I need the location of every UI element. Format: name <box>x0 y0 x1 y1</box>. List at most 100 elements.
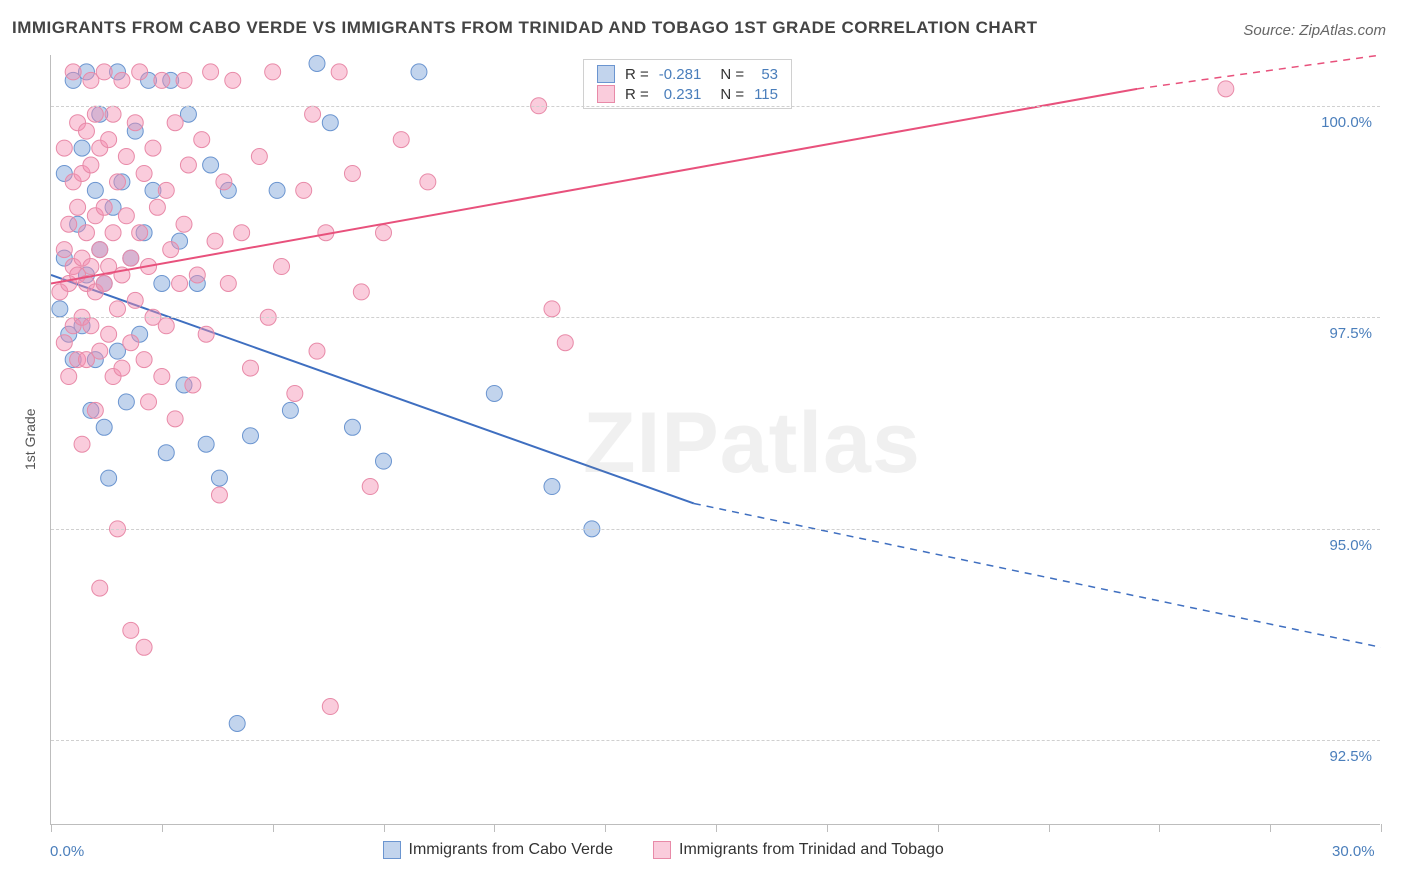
scatter-point-trinidad-tobago <box>176 216 192 232</box>
scatter-point-trinidad-tobago <box>296 182 312 198</box>
scatter-point-trinidad-tobago <box>149 199 165 215</box>
scatter-point-trinidad-tobago <box>287 385 303 401</box>
chart-container: { "title": "IMMIGRANTS FROM CABO VERDE V… <box>0 0 1406 892</box>
scatter-point-trinidad-tobago <box>274 259 290 275</box>
scatter-point-trinidad-tobago <box>158 182 174 198</box>
scatter-point-trinidad-tobago <box>251 149 267 165</box>
scatter-point-trinidad-tobago <box>158 318 174 334</box>
x-tick <box>1270 824 1271 832</box>
scatter-point-cabo-verde <box>211 470 227 486</box>
scatter-point-trinidad-tobago <box>78 225 94 241</box>
legend-series-label: Immigrants from Cabo Verde <box>409 841 614 859</box>
scatter-point-cabo-verde <box>118 394 134 410</box>
scatter-point-trinidad-tobago <box>101 326 117 342</box>
scatter-point-trinidad-tobago <box>305 106 321 122</box>
scatter-point-trinidad-tobago <box>110 301 126 317</box>
scatter-point-trinidad-tobago <box>234 225 250 241</box>
scatter-point-trinidad-tobago <box>96 64 112 80</box>
scatter-point-trinidad-tobago <box>65 64 81 80</box>
legend-r-label: R = <box>620 64 654 84</box>
x-tick <box>1159 824 1160 832</box>
scatter-point-cabo-verde <box>101 470 117 486</box>
scatter-point-trinidad-tobago <box>136 639 152 655</box>
x-tick <box>605 824 606 832</box>
scatter-point-cabo-verde <box>203 157 219 173</box>
gridline-horizontal <box>51 529 1380 530</box>
scatter-point-trinidad-tobago <box>105 225 121 241</box>
scatter-point-trinidad-tobago <box>136 352 152 368</box>
scatter-point-trinidad-tobago <box>101 132 117 148</box>
legend-n-value: 115 <box>749 84 783 104</box>
scatter-point-cabo-verde <box>411 64 427 80</box>
scatter-point-trinidad-tobago <box>203 64 219 80</box>
legend-n-label: N = <box>706 64 749 84</box>
scatter-point-trinidad-tobago <box>56 335 72 351</box>
x-tick <box>162 824 163 832</box>
scatter-point-trinidad-tobago <box>56 140 72 156</box>
scatter-point-cabo-verde <box>376 453 392 469</box>
scatter-point-trinidad-tobago <box>1218 81 1234 97</box>
scatter-point-trinidad-tobago <box>194 132 210 148</box>
scatter-point-cabo-verde <box>344 419 360 435</box>
scatter-point-trinidad-tobago <box>225 72 241 88</box>
legend-r-value: 0.231 <box>654 84 707 104</box>
scatter-point-trinidad-tobago <box>114 72 130 88</box>
x-tick <box>51 824 52 832</box>
scatter-point-trinidad-tobago <box>185 377 201 393</box>
legend-swatch-cabo-verde <box>383 841 401 859</box>
scatter-point-trinidad-tobago <box>145 140 161 156</box>
y-tick-label: 95.0% <box>1329 537 1372 554</box>
scatter-point-trinidad-tobago <box>114 360 130 376</box>
legend-stats-box: R =-0.281N =53R =0.231N =115 <box>583 59 792 109</box>
source-credit: Source: ZipAtlas.com <box>1243 22 1386 39</box>
scatter-point-trinidad-tobago <box>96 275 112 291</box>
x-tick <box>827 824 828 832</box>
legend-bottom-item-cabo-verde: Immigrants from Cabo Verde <box>383 841 614 859</box>
scatter-point-trinidad-tobago <box>331 64 347 80</box>
scatter-point-trinidad-tobago <box>127 115 143 131</box>
trend-line-cabo-verde <box>51 275 694 503</box>
scatter-point-trinidad-tobago <box>544 301 560 317</box>
x-tick <box>273 824 274 832</box>
x-tick <box>384 824 385 832</box>
scatter-point-trinidad-tobago <box>211 487 227 503</box>
scatter-point-cabo-verde <box>96 419 112 435</box>
scatter-point-trinidad-tobago <box>96 199 112 215</box>
legend-n-label: N = <box>706 84 749 104</box>
legend-r-value: -0.281 <box>654 64 707 84</box>
x-tick <box>716 824 717 832</box>
scatter-point-trinidad-tobago <box>141 394 157 410</box>
scatter-point-trinidad-tobago <box>420 174 436 190</box>
scatter-point-trinidad-tobago <box>344 165 360 181</box>
scatter-point-trinidad-tobago <box>56 242 72 258</box>
scatter-point-cabo-verde <box>74 140 90 156</box>
scatter-point-trinidad-tobago <box>87 106 103 122</box>
scatter-point-trinidad-tobago <box>123 335 139 351</box>
scatter-point-trinidad-tobago <box>83 259 99 275</box>
scatter-point-trinidad-tobago <box>557 335 573 351</box>
x-end-label: 0.0% <box>50 843 84 860</box>
scatter-point-trinidad-tobago <box>118 208 134 224</box>
source-link[interactable]: ZipAtlas.com <box>1299 22 1386 39</box>
legend-series-label: Immigrants from Trinidad and Tobago <box>679 841 944 859</box>
scatter-point-trinidad-tobago <box>105 106 121 122</box>
x-end-label: 30.0% <box>1332 843 1375 860</box>
legend-bottom-item-trinidad-tobago: Immigrants from Trinidad and Tobago <box>653 841 944 859</box>
scatter-point-trinidad-tobago <box>207 233 223 249</box>
scatter-point-trinidad-tobago <box>167 115 183 131</box>
scatter-point-cabo-verde <box>282 402 298 418</box>
source-prefix: Source: <box>1243 22 1299 39</box>
legend-bottom: Immigrants from Cabo Verde Immigrants fro… <box>383 841 944 859</box>
legend-stats-row-cabo-verde: R =-0.281N =53 <box>592 64 783 84</box>
scatter-point-cabo-verde <box>229 715 245 731</box>
scatter-point-trinidad-tobago <box>189 267 205 283</box>
gridline-horizontal <box>51 740 1380 741</box>
trend-line-trinidad-tobago <box>51 89 1137 284</box>
scatter-point-cabo-verde <box>198 436 214 452</box>
scatter-point-cabo-verde <box>52 301 68 317</box>
x-tick <box>494 824 495 832</box>
y-tick-label: 100.0% <box>1321 114 1372 131</box>
scatter-point-trinidad-tobago <box>83 157 99 173</box>
chart-title: IMMIGRANTS FROM CABO VERDE VS IMMIGRANTS… <box>12 18 1038 38</box>
scatter-point-trinidad-tobago <box>376 225 392 241</box>
